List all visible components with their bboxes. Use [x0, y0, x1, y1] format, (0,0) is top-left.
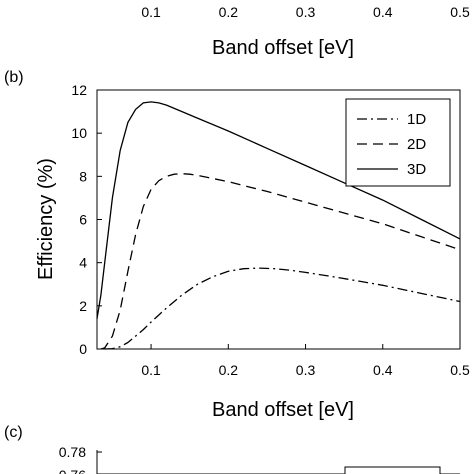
panel-c-legend-box	[344, 466, 441, 474]
panel-c-y-tick-label: 0.76	[59, 467, 86, 474]
top-x-tick-labels: 0.1 0.2 0.3 0.4 0.5	[141, 4, 470, 20]
x-axis-title: Band offset [eV]	[212, 399, 354, 421]
legend: 1D 2D 3D	[345, 98, 451, 187]
legend-label-3d: 3D	[407, 161, 426, 178]
x-tick-label: 0.4	[373, 362, 393, 378]
y-tick-label: 0	[79, 341, 87, 357]
panel-c-y-ticks: 0.78 0.76	[59, 444, 102, 474]
y-tick-label: 6	[79, 212, 87, 228]
y-ticks: 0 2 4 6 8 10 12	[71, 82, 102, 357]
y-tick-label: 12	[71, 82, 87, 98]
x-tick-label: 0.1	[141, 362, 161, 378]
x-ticks: 0.1 0.2 0.3 0.4 0.5	[141, 344, 470, 378]
top-x-tick-label: 0.1	[141, 4, 161, 20]
y-tick-label: 8	[79, 168, 87, 184]
top-x-tick-label: 0.3	[296, 4, 316, 20]
top-x-tick-label: 0.5	[450, 4, 470, 20]
x-tick-label: 0.2	[219, 362, 239, 378]
top-x-axis-title: Band offset [eV]	[212, 37, 354, 59]
legend-label-1d: 1D	[407, 111, 426, 128]
legend-label-2d: 2D	[407, 136, 426, 153]
series-line-2d	[100, 173, 461, 350]
panel-c-y-tick-label: 0.78	[59, 444, 86, 460]
legend-items: 1D 2D 3D	[357, 111, 426, 178]
series-layer	[96, 101, 461, 350]
y-axis-title: Efficiency (%)	[35, 158, 57, 280]
legend-box	[345, 98, 451, 187]
y-tick-label: 4	[79, 255, 87, 271]
panel-b: (b) 0.1 0.2 0.3 0.4 0.5 0 2 4 6 8 10 12 Band offse…	[4, 69, 470, 421]
x-tick-label: 0.5	[450, 362, 470, 378]
panel-c-label: (c)	[4, 424, 23, 441]
panel-b-label: (b)	[4, 69, 24, 86]
top-panel-partial: 0.1 0.2 0.3 0.4 0.5 Band offset [eV]	[141, 4, 470, 59]
top-x-tick-label: 0.4	[373, 4, 393, 20]
panel-c-partial: (c) 0.78 0.76	[4, 424, 460, 474]
series-line-1d	[104, 267, 461, 350]
y-tick-label: 10	[71, 125, 87, 141]
x-tick-label: 0.3	[296, 362, 316, 378]
top-x-tick-label: 0.2	[219, 4, 239, 20]
series-line-3d	[96, 101, 461, 319]
y-tick-label: 2	[79, 298, 87, 314]
